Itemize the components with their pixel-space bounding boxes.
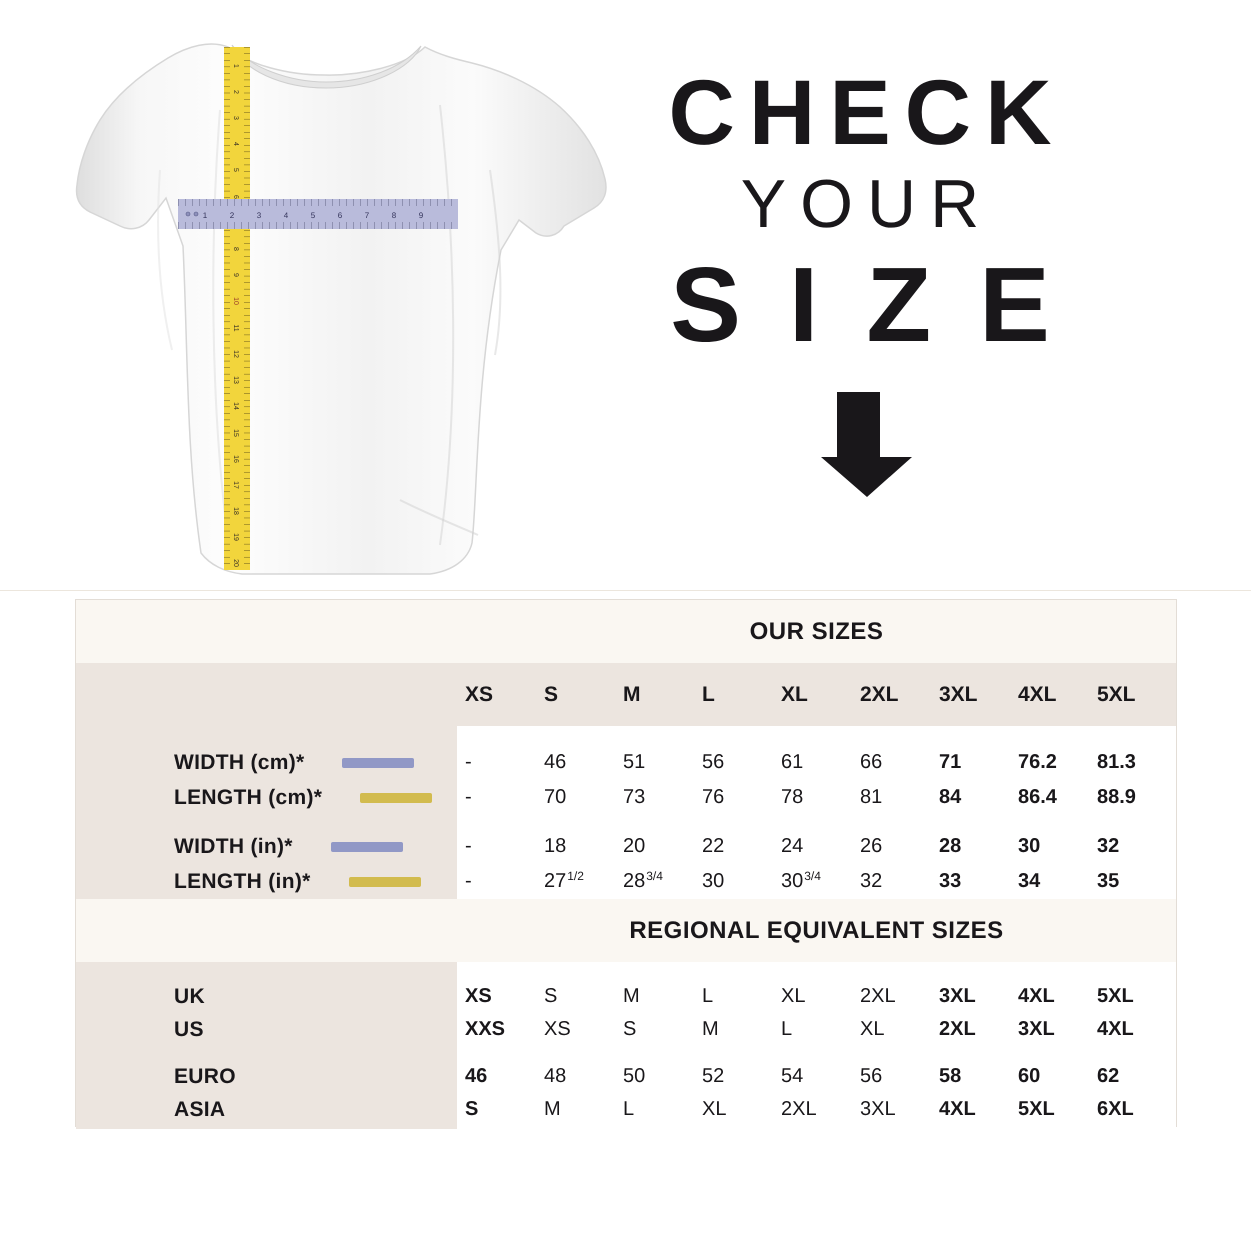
svg-text:13: 13 (232, 376, 239, 384)
svg-text:2: 2 (230, 211, 235, 220)
svg-text:3: 3 (232, 116, 239, 120)
svg-text:17: 17 (232, 481, 239, 489)
svg-text:8: 8 (232, 247, 239, 251)
svg-text:12: 12 (232, 350, 239, 358)
svg-text:10: 10 (232, 297, 239, 305)
svg-text:4: 4 (232, 142, 239, 146)
svg-text:1: 1 (232, 64, 239, 68)
svg-text:7: 7 (365, 211, 370, 220)
svg-text:3: 3 (257, 211, 262, 220)
svg-text:16: 16 (232, 455, 239, 463)
svg-text:9: 9 (419, 211, 424, 220)
svg-text:18: 18 (232, 507, 239, 515)
svg-text:15: 15 (232, 429, 239, 437)
svg-text:5: 5 (232, 168, 239, 172)
svg-text:5: 5 (311, 211, 316, 220)
svg-text:1: 1 (203, 211, 208, 220)
svg-text:11: 11 (232, 324, 239, 331)
svg-text:20: 20 (232, 559, 239, 567)
svg-text:14: 14 (232, 402, 239, 410)
svg-text:4: 4 (284, 211, 289, 220)
svg-text:9: 9 (232, 273, 239, 277)
svg-text:2: 2 (232, 90, 239, 94)
svg-text:19: 19 (232, 533, 239, 541)
svg-text:6: 6 (338, 211, 343, 220)
svg-text:8: 8 (392, 211, 397, 220)
